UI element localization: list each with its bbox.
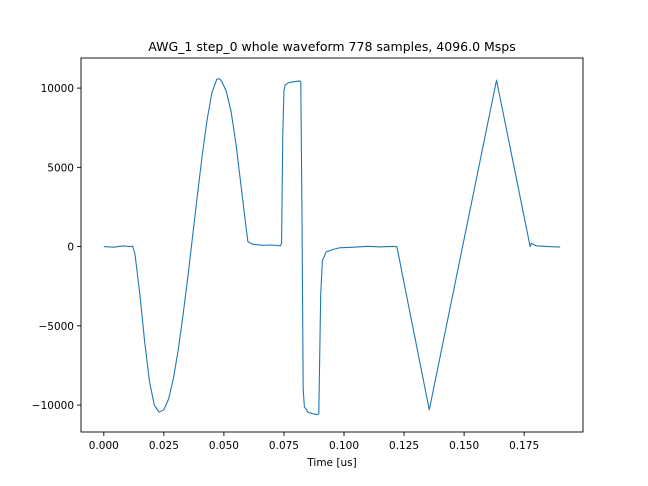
series-group bbox=[103, 78, 561, 416]
x-tick-label: 0.125 bbox=[389, 440, 419, 452]
y-axis-ticks: 10000 5000 0 −5000 −10000 bbox=[32, 83, 81, 412]
chart-title: AWG_1 step_0 whole waveform 778 samples,… bbox=[148, 39, 516, 54]
plot-area bbox=[81, 58, 583, 432]
x-tick-label: 0.150 bbox=[449, 440, 479, 452]
x-tick-label: 0.050 bbox=[209, 440, 239, 452]
y-tick-label: −5000 bbox=[38, 321, 74, 333]
x-axis-ticks: 0.000 0.025 0.050 0.075 0.100 0.125 0.150 0.175 bbox=[89, 432, 539, 452]
x-axis-label: Time [us] bbox=[306, 457, 356, 469]
plot-frame bbox=[80, 57, 584, 433]
x-tick-label: 0.100 bbox=[329, 440, 359, 452]
x-tick-label: 0.075 bbox=[269, 440, 299, 452]
y-tick-label: 10000 bbox=[41, 83, 74, 95]
y-tick-label: −10000 bbox=[32, 400, 74, 412]
x-tick-label: 0.025 bbox=[149, 440, 179, 452]
x-tick-label: 0.175 bbox=[509, 440, 539, 452]
y-tick-label: 0 bbox=[67, 242, 74, 254]
y-tick-label: 5000 bbox=[47, 162, 74, 174]
x-tick-label: 0.000 bbox=[89, 440, 119, 452]
waveform-line bbox=[103, 78, 561, 416]
